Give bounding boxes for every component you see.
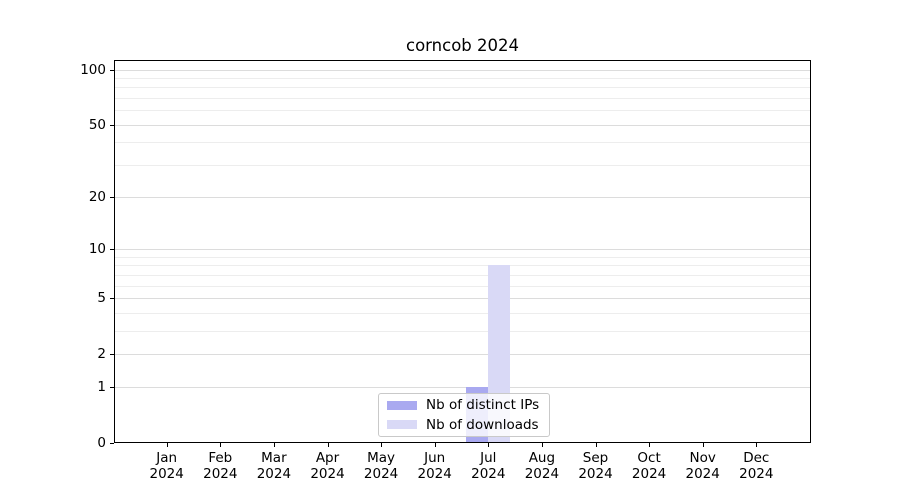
y-tick-label: 10 [88, 240, 106, 257]
x-tick-label: Jun 2024 [417, 450, 452, 482]
x-tick-mark [756, 443, 758, 447]
x-tick-mark [595, 443, 597, 447]
y-tick-label: 1 [97, 378, 106, 395]
y-tick-label: 0 [97, 435, 106, 451]
x-tick-label: Apr 2024 [310, 450, 345, 482]
y-tick-label: 100 [80, 61, 106, 78]
gridline-major [114, 69, 811, 71]
x-tick-label: Jan 2024 [149, 450, 184, 482]
gridline-major [114, 386, 811, 388]
gridline-minor [114, 110, 811, 112]
y-tick-mark [110, 297, 114, 299]
gridline-major [114, 297, 811, 299]
gridline-minor [114, 274, 811, 276]
y-tick-mark [110, 248, 114, 250]
gridline-minor [114, 77, 811, 79]
gridline-major [114, 248, 811, 250]
gridline-minor [114, 330, 811, 332]
gridline-minor [114, 256, 811, 258]
gridline-minor [114, 265, 811, 267]
y-tick-mark [110, 443, 114, 444]
gridline-major [114, 354, 811, 356]
x-tick-label: Jul 2024 [471, 450, 506, 482]
y-tick-mark [110, 386, 114, 388]
y-tick-mark [110, 354, 114, 356]
y-tick-mark [110, 69, 114, 71]
plot-area [114, 60, 811, 443]
gridline-major [114, 196, 811, 198]
gridline-minor [114, 165, 811, 167]
x-tick-label: Feb 2024 [203, 450, 238, 482]
gridline-minor [114, 285, 811, 287]
legend-swatch-downloads [387, 420, 417, 430]
gridline-minor [114, 87, 811, 89]
x-tick-mark [702, 443, 704, 447]
legend-label-downloads: Nb of downloads [426, 416, 539, 433]
x-tick-mark [220, 443, 222, 447]
chart-title: corncob 2024 [406, 36, 519, 55]
x-tick-mark [541, 443, 543, 447]
x-tick-label: Oct 2024 [631, 450, 667, 482]
y-tick-label: 50 [88, 116, 106, 133]
y-tick-label: 2 [97, 346, 106, 363]
x-tick-mark [166, 443, 168, 447]
x-tick-mark [381, 443, 383, 447]
legend-swatch-distinct-ips [387, 400, 417, 410]
x-tick-mark [488, 443, 490, 447]
x-tick-mark [327, 443, 329, 447]
gridline-minor [114, 312, 811, 314]
x-tick-label: Aug 2024 [524, 450, 560, 482]
legend: Nb of distinct IPs Nb of downloads [378, 393, 550, 437]
gridline-minor [114, 98, 811, 100]
legend-item-distinct-ips: Nb of distinct IPs [379, 397, 549, 413]
y-tick-label: 5 [97, 289, 106, 306]
x-tick-label: Nov 2024 [685, 450, 720, 482]
gridline-minor [114, 142, 811, 144]
x-tick-mark [434, 443, 436, 447]
legend-label-distinct-ips: Nb of distinct IPs [426, 397, 540, 414]
y-tick-mark [110, 196, 114, 198]
gridline-major [114, 124, 811, 126]
x-tick-label: Sep 2024 [578, 450, 613, 482]
y-tick-label: 20 [88, 188, 106, 205]
y-tick-mark [110, 124, 114, 126]
x-tick-label: Dec 2024 [739, 450, 774, 482]
legend-item-downloads: Nb of downloads [379, 417, 549, 433]
x-tick-label: Mar 2024 [256, 450, 292, 482]
x-tick-label: May 2024 [363, 450, 399, 482]
x-tick-mark [649, 443, 651, 447]
x-tick-mark [273, 443, 275, 447]
